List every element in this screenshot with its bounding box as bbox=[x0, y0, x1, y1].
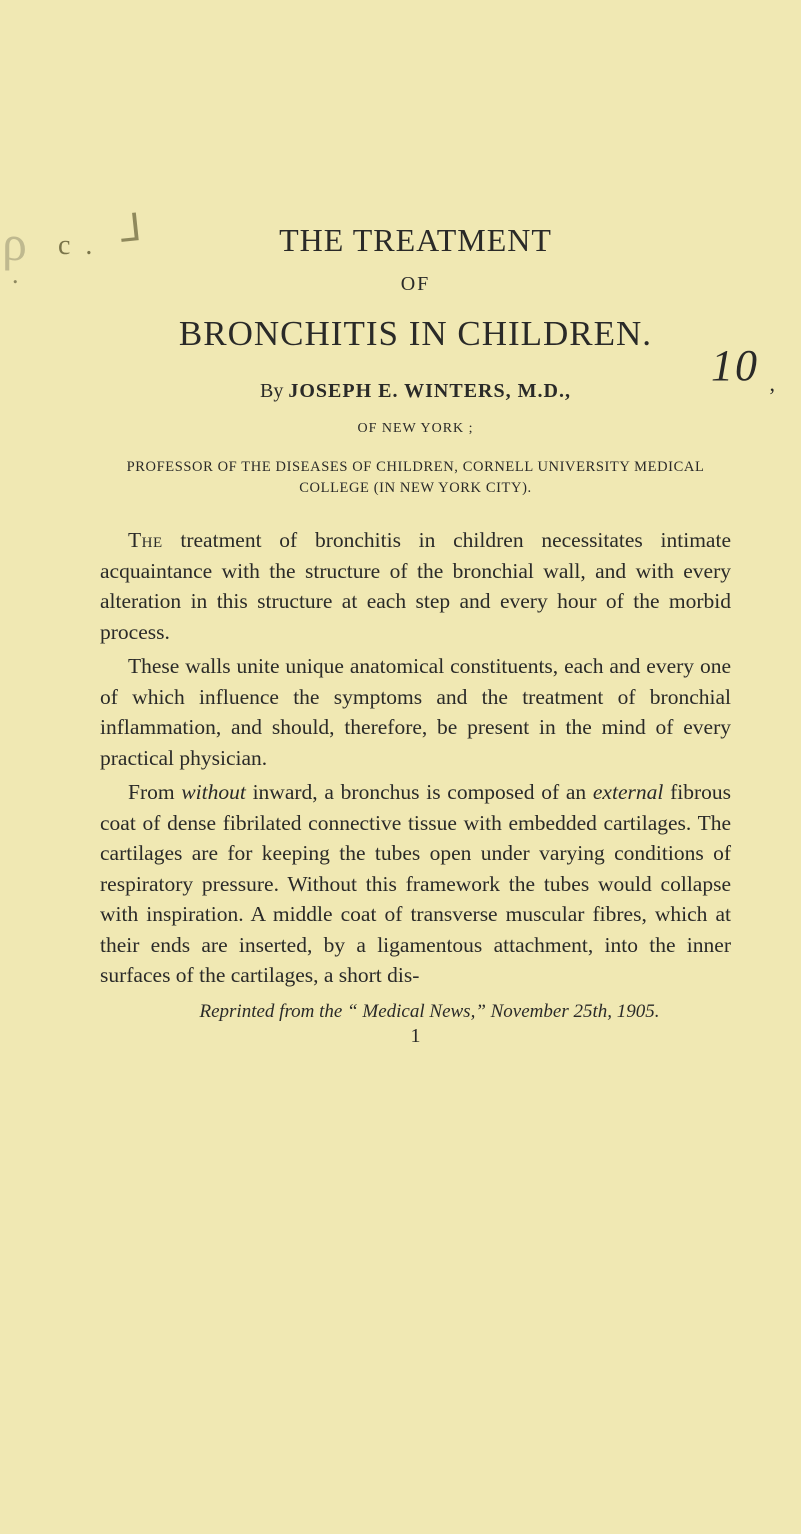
body-text: The treatment of bronchitis in children … bbox=[100, 525, 731, 991]
p1-rest: treatment of bronchitis in children nece… bbox=[100, 528, 731, 644]
affiliation: PROFESSOR OF THE DISEASES OF CHILDREN, C… bbox=[100, 457, 731, 499]
p3-c: fibrous coat of dense fibrilated connect… bbox=[100, 780, 731, 987]
p1-lead: The bbox=[128, 528, 163, 552]
heading: BRONCHITIS IN CHILDREN. bbox=[100, 314, 731, 354]
mark-rho: ρ bbox=[2, 214, 27, 272]
byline: By JOSEPH E. WINTERS, M.D., bbox=[100, 380, 731, 403]
byline-name: JOSEPH E. WINTERS, M.D., bbox=[288, 380, 571, 402]
p3-a: From bbox=[128, 780, 181, 804]
title: THE TREATMENT bbox=[100, 222, 731, 259]
page-number-bottom: 1 bbox=[100, 1025, 731, 1048]
page: ρ . c . ᒧ 10, THE TREATMENT OF BRONCHITI… bbox=[0, 222, 801, 1534]
paragraph-3: From without inward, a bronchus is compo… bbox=[100, 777, 731, 991]
page-number-comma: , bbox=[770, 371, 778, 397]
byline-by: By bbox=[260, 380, 288, 402]
paragraph-1: The treatment of bronchitis in children … bbox=[100, 525, 731, 647]
p3-b: inward, a bronchus is composed of an bbox=[246, 780, 593, 804]
page-number-top-value: 10 bbox=[711, 341, 759, 390]
mark-c-dot: c . bbox=[58, 230, 96, 262]
of-new-york: OF NEW YORK ; bbox=[100, 421, 731, 437]
of-label: OF bbox=[100, 273, 731, 296]
mark-dot: . bbox=[12, 260, 19, 290]
page-number-top: 10, bbox=[711, 340, 759, 391]
reprint-line: Reprinted from the “ Medical News,” Nove… bbox=[100, 1001, 731, 1023]
p3-em-without: without bbox=[181, 780, 246, 804]
p3-em-external: external bbox=[593, 780, 663, 804]
paragraph-2: These walls unite unique anatomical cons… bbox=[100, 651, 731, 773]
